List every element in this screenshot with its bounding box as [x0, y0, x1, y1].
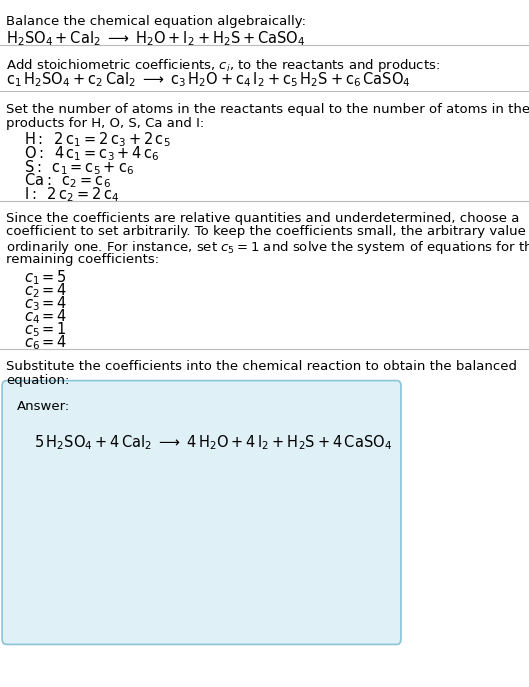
- Text: $\mathsf{I:\;\; 2\,c_2 = 2\,c_4}$: $\mathsf{I:\;\; 2\,c_2 = 2\,c_4}$: [24, 185, 119, 204]
- Text: coefficient to set arbitrarily. To keep the coefficients small, the arbitrary va: coefficient to set arbitrarily. To keep …: [6, 225, 529, 238]
- Text: $\mathsf{O:\;\; 4\,c_1 = c_3 + 4\,c_6}$: $\mathsf{O:\;\; 4\,c_1 = c_3 + 4\,c_6}$: [24, 144, 160, 163]
- Text: equation:: equation:: [6, 374, 70, 387]
- Text: Substitute the coefficients into the chemical reaction to obtain the balanced: Substitute the coefficients into the che…: [6, 360, 517, 373]
- Text: $\mathsf{S:\;\; c_1 = c_5 + c_6}$: $\mathsf{S:\;\; c_1 = c_5 + c_6}$: [24, 158, 134, 177]
- Text: Add stoichiometric coefficients, $c_i$, to the reactants and products:: Add stoichiometric coefficients, $c_i$, …: [6, 57, 441, 74]
- Text: $\mathsf{H:\;\; 2\,c_1 = 2\,c_3 + 2\,c_5}$: $\mathsf{H:\;\; 2\,c_1 = 2\,c_3 + 2\,c_5…: [24, 131, 170, 149]
- Text: Set the number of atoms in the reactants equal to the number of atoms in the: Set the number of atoms in the reactants…: [6, 103, 529, 116]
- Text: $c_5 = 1$: $c_5 = 1$: [24, 320, 67, 339]
- Text: $c_3 = 4$: $c_3 = 4$: [24, 294, 67, 313]
- FancyBboxPatch shape: [2, 381, 401, 644]
- Text: $c_6 = 4$: $c_6 = 4$: [24, 333, 67, 352]
- Text: $\mathsf{c_1\,H_2SO_4 + c_2\,CaI_2 \;\longrightarrow\; c_3\,H_2O + c_4\,I_2 + c_: $\mathsf{c_1\,H_2SO_4 + c_2\,CaI_2 \;\lo…: [6, 71, 411, 89]
- Text: $\mathsf{Ca:\;\; c_2 = c_6}$: $\mathsf{Ca:\;\; c_2 = c_6}$: [24, 172, 111, 190]
- Text: $\mathsf{H_2SO_4 + CaI_2 \;\longrightarrow\; H_2O + I_2 + H_2S + CaSO_4}$: $\mathsf{H_2SO_4 + CaI_2 \;\longrightarr…: [6, 29, 306, 47]
- Text: Balance the chemical equation algebraically:: Balance the chemical equation algebraica…: [6, 15, 306, 28]
- Text: $c_2 = 4$: $c_2 = 4$: [24, 281, 67, 300]
- Text: remaining coefficients:: remaining coefficients:: [6, 253, 159, 266]
- Text: $c_4 = 4$: $c_4 = 4$: [24, 307, 67, 326]
- Text: $c_1 = 5$: $c_1 = 5$: [24, 268, 67, 286]
- Text: Answer:: Answer:: [17, 400, 70, 413]
- Text: ordinarily one. For instance, set $c_5 = 1$ and solve the system of equations fo: ordinarily one. For instance, set $c_5 =…: [6, 239, 529, 256]
- Text: $\mathsf{5\,H_2SO_4 + 4\,CaI_2 \;\longrightarrow\; 4\,H_2O + 4\,I_2 + H_2S + 4\,: $\mathsf{5\,H_2SO_4 + 4\,CaI_2 \;\longri…: [34, 433, 393, 451]
- Text: products for H, O, S, Ca and I:: products for H, O, S, Ca and I:: [6, 117, 205, 130]
- Text: Since the coefficients are relative quantities and underdetermined, choose a: Since the coefficients are relative quan…: [6, 212, 519, 225]
